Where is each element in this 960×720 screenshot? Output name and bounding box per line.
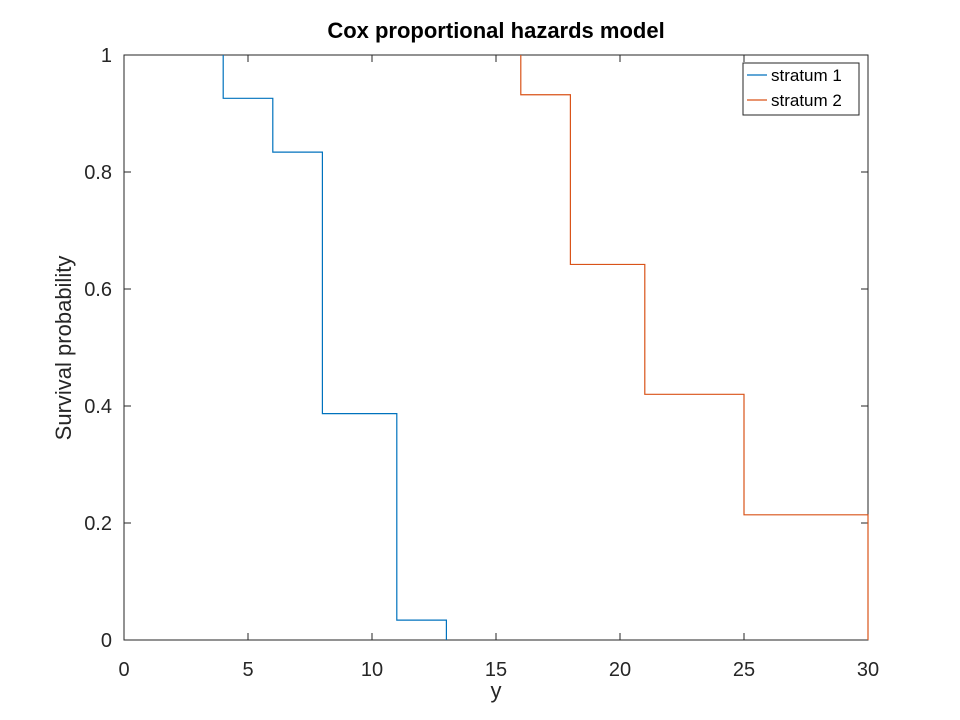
- y-tick-label: 1: [101, 45, 112, 67]
- legend: stratum 1 stratum 2: [742, 62, 860, 116]
- y-tick-label: 0.2: [84, 513, 112, 535]
- x-tick-label: 0: [118, 659, 129, 681]
- x-tick-label: 20: [609, 659, 631, 681]
- x-tick-label: 25: [733, 659, 755, 681]
- x-tick-label: 10: [361, 659, 383, 681]
- plot-area: 0 5 10 15 20 25 30 0 0.2 0.4 0.6 0.8 1: [84, 45, 879, 681]
- y-tick-label: 0.4: [84, 396, 112, 418]
- y-tick-label: 0.6: [84, 279, 112, 301]
- series-line-2: [520, 55, 869, 640]
- y-tick-label: 0.8: [84, 162, 112, 184]
- y-axis-label: Survival probability: [51, 256, 76, 441]
- x-tick-label: 15: [485, 659, 507, 681]
- x-axis-label: y: [491, 678, 502, 703]
- legend-box: [742, 62, 860, 116]
- y-tick-label: 0: [101, 630, 112, 652]
- legend-label: stratum 1: [771, 66, 842, 85]
- legend-label: stratum 2: [771, 91, 842, 110]
- chart-title: Cox proportional hazards model: [327, 18, 664, 43]
- x-tick-label: 30: [857, 659, 879, 681]
- series-line-1: [222, 55, 447, 640]
- x-tick-label: 5: [242, 659, 253, 681]
